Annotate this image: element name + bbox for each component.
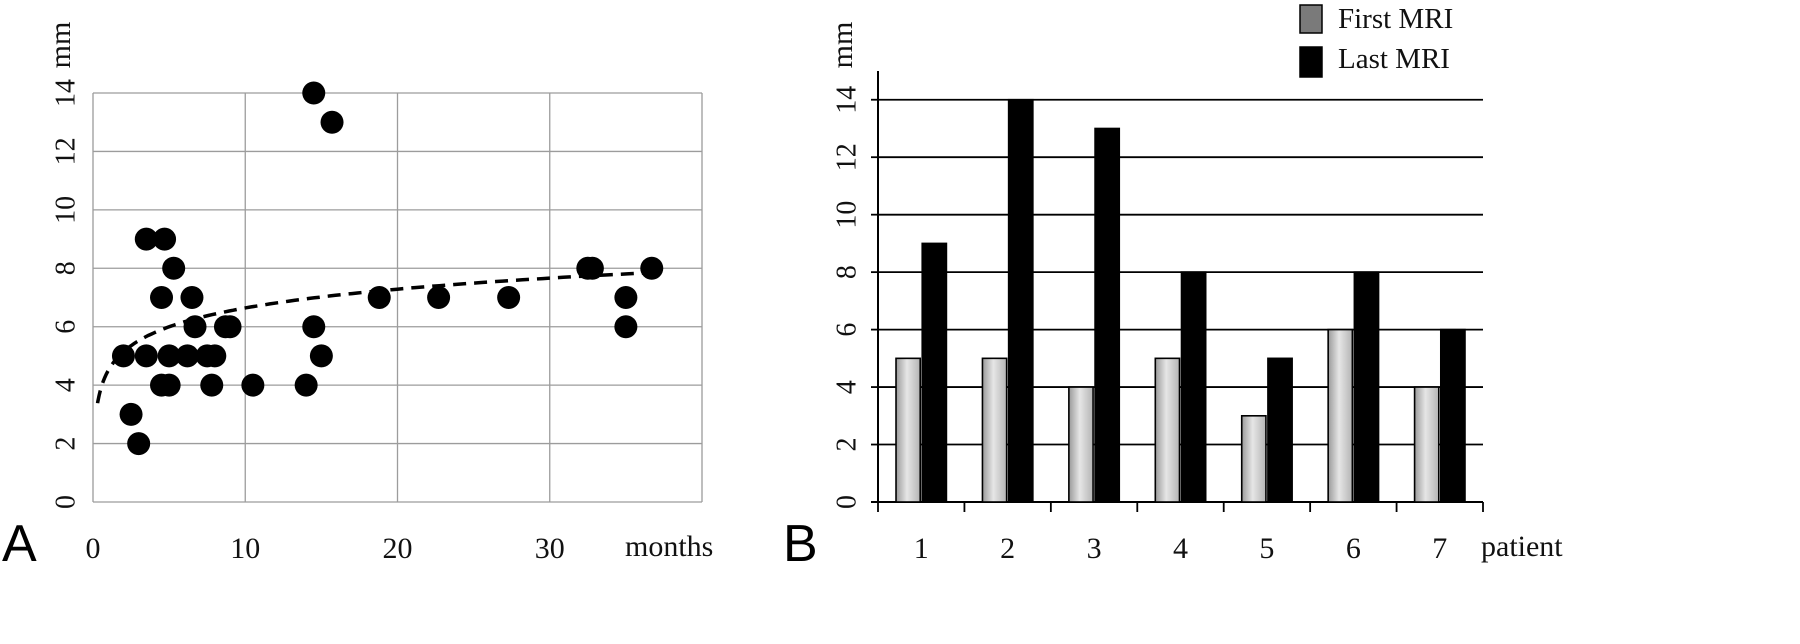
bar-y-tick-label: 0 [831, 495, 862, 509]
scatter-y-tick-label: 10 [50, 196, 81, 224]
scatter-point [302, 315, 326, 339]
scatter-point [200, 373, 224, 397]
bar-last-mri [1353, 271, 1380, 503]
bar-y-tick-label: 12 [831, 143, 862, 171]
bar-x-tick-label: 6 [1346, 532, 1361, 565]
bar-x-tick-label: 5 [1259, 532, 1274, 565]
bar-last-mri [1439, 328, 1466, 503]
scatter-y-tick-label: 6 [50, 320, 81, 334]
bar-x-tick-label: 7 [1432, 532, 1447, 565]
scatter-points [111, 81, 664, 456]
legend-label-last-mri: Last MRI [1338, 43, 1450, 75]
bar-y-tick-label: 14 [831, 86, 862, 114]
scatter-point [203, 344, 227, 368]
scatter-point [162, 256, 186, 280]
panel-letter-a: A [2, 515, 37, 573]
bar-last-mri [1094, 127, 1121, 503]
scatter-x-axis-title: months [625, 530, 713, 563]
bar-x-tick-label: 4 [1173, 532, 1188, 565]
scatter-point [157, 344, 181, 368]
bar-last-mri [1007, 98, 1034, 503]
legend-swatch-last-mri [1299, 46, 1323, 78]
scatter-point [180, 286, 204, 309]
bar-y-tick-label: 10 [831, 201, 862, 229]
scatter-point [127, 432, 151, 456]
bar-first-mri [1413, 386, 1440, 503]
bar-first-mri [981, 357, 1008, 503]
bar-last-mri [1267, 357, 1293, 503]
scatter-y-tick-label: 2 [50, 437, 81, 451]
scatter-x-tick-label: 30 [535, 532, 565, 565]
bar-x-tick-label: 3 [1087, 532, 1102, 565]
scatter-point [111, 344, 135, 368]
scatter-point [218, 315, 242, 339]
scatter-panel: 0 2 4 6 8 10 12 14 0 10 20 30 mm months A [2, 22, 713, 573]
legend-label-first-mri: First MRI [1338, 3, 1453, 35]
scatter-point [119, 402, 143, 426]
bar-y-tick-label: 4 [831, 380, 862, 394]
scatter-y-tick-label: 8 [50, 261, 81, 275]
bar-x-tick-label: 2 [1000, 532, 1015, 565]
scatter-y-tick-label: 14 [50, 79, 81, 107]
legend-swatch-first-mri [1299, 4, 1323, 34]
scatter-point [183, 315, 207, 339]
bar-x-tick-label: 1 [914, 532, 929, 565]
scatter-point [175, 344, 199, 368]
bar-y-tick-label: 8 [831, 265, 862, 279]
scatter-point [580, 256, 604, 280]
scatter-point [134, 344, 158, 368]
bar-last-mri [921, 242, 948, 503]
scatter-point [134, 227, 158, 251]
scatter-y-tick-label: 4 [50, 378, 81, 392]
scatter-point [497, 286, 521, 309]
scatter-point [309, 344, 333, 368]
scatter-point [294, 373, 318, 397]
bar-first-mri [1240, 414, 1267, 503]
scatter-point [320, 110, 344, 134]
scatter-point [640, 256, 664, 280]
scatter-point [241, 373, 265, 397]
legend-item-first-mri: First MRI [1299, 3, 1453, 35]
scatter-x-tick-label: 10 [230, 532, 260, 565]
bar-x-axis-title: patient [1481, 530, 1563, 563]
bar-first-mri [1327, 328, 1354, 503]
scatter-point [302, 81, 326, 105]
scatter-tick-labels: 0 2 4 6 8 10 12 14 0 10 20 30 [50, 79, 564, 565]
scatter-point [367, 286, 391, 309]
scatter-point [614, 315, 638, 339]
scatter-x-tick-label: 0 [86, 532, 101, 565]
bar-bars [895, 98, 1466, 503]
scatter-point [614, 286, 638, 309]
bar-last-mri [1180, 271, 1207, 503]
scatter-point [427, 286, 451, 309]
bar-gridlines [878, 98, 1483, 446]
legend-item-last-mri: Last MRI [1299, 43, 1450, 78]
bar-y-tick-label: 6 [831, 323, 862, 337]
bar-first-mri [895, 357, 922, 503]
panel-letter-b: B [783, 515, 818, 573]
scatter-gridlines [92, 92, 703, 503]
scatter-y-axis-title: mm [44, 22, 77, 69]
bar-y-axis-title: mm [826, 22, 859, 69]
scatter-y-tick-label: 0 [50, 495, 81, 509]
bar-legend: First MRI Last MRI [1299, 3, 1453, 78]
scatter-point [153, 227, 177, 251]
scatter-point [157, 373, 181, 397]
bar-first-mri [1154, 357, 1181, 503]
scatter-point [150, 286, 174, 309]
scatter-x-tick-label: 20 [383, 532, 413, 565]
bar-first-mri [1068, 386, 1094, 503]
scatter-y-tick-label: 12 [50, 137, 81, 165]
bar-y-tick-label: 2 [831, 438, 862, 452]
